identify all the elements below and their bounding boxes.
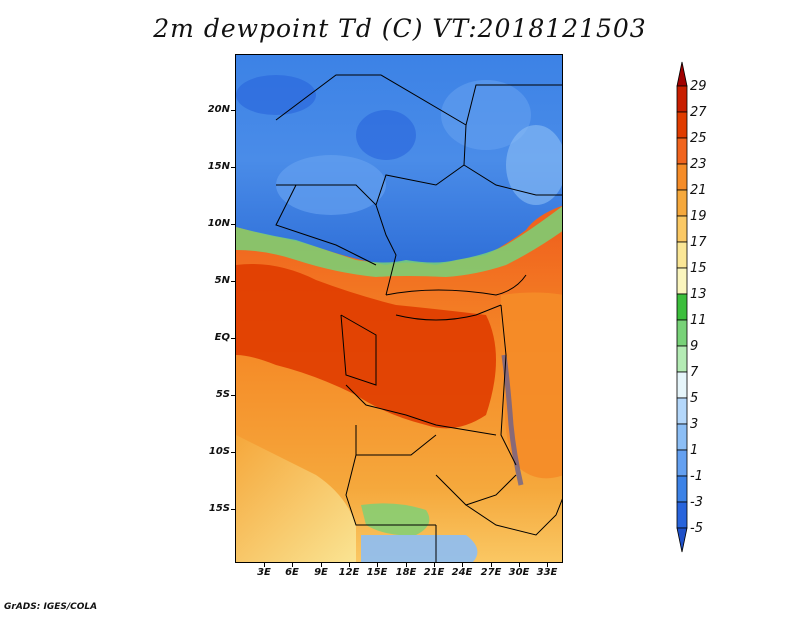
colorbar-box xyxy=(676,475,688,503)
colorbar-box xyxy=(676,163,688,191)
lon-label-12e: 12E xyxy=(338,567,360,578)
colorbar-arrow-bottom xyxy=(676,527,688,553)
colorbar-label-neg5: -5 xyxy=(690,521,703,536)
colorbar-label-15: 15 xyxy=(690,261,707,276)
lat-label-15s: 15S xyxy=(208,503,230,514)
lat-label-5s: 5S xyxy=(215,389,230,400)
lon-label-6e: 6E xyxy=(285,567,299,578)
colorbar-label-25: 25 xyxy=(690,131,707,146)
colorbar-box xyxy=(676,345,688,373)
colorbar-arrow-top xyxy=(676,61,688,87)
colorbar-box xyxy=(676,501,688,529)
lon-label-3e: 3E xyxy=(257,567,271,578)
chart-title: 2m dewpoint Td (C) VT:2018121503 xyxy=(153,14,647,43)
colorbar-box xyxy=(676,189,688,217)
colorbar-box xyxy=(676,241,688,269)
colorbar-label-neg1: -1 xyxy=(690,469,703,484)
tick-x xyxy=(406,563,407,567)
colorbar-box xyxy=(676,397,688,425)
lat-label-10n: 10N xyxy=(207,218,230,229)
lon-label-24e: 24E xyxy=(451,567,473,578)
tick-x xyxy=(491,563,492,567)
colorbar-label-27: 27 xyxy=(690,105,707,120)
colorbar-box xyxy=(676,319,688,347)
colorbar-label-29: 29 xyxy=(690,79,707,94)
lat-label-eq: EQ xyxy=(214,332,230,343)
colorbar-box xyxy=(676,137,688,165)
tick-y xyxy=(231,452,235,453)
dewpoint-map xyxy=(235,54,563,563)
colorbar-box xyxy=(676,267,688,295)
colorbar xyxy=(676,61,688,553)
lat-label-10s: 10S xyxy=(208,446,230,457)
hot-core xyxy=(236,264,496,429)
tick-y xyxy=(231,338,235,339)
colorbar-label-23: 23 xyxy=(690,157,707,172)
tick-x xyxy=(519,563,520,567)
lat-label-20n: 20N xyxy=(207,104,230,115)
footer-credit: GrADS: IGES/COLA xyxy=(4,602,98,612)
tick-y xyxy=(231,167,235,168)
colorbar-label-5: 5 xyxy=(690,391,699,406)
dewpoint-field xyxy=(236,55,562,562)
colorbar-box xyxy=(676,215,688,243)
tick-y xyxy=(231,224,235,225)
tick-y xyxy=(231,395,235,396)
lon-label-33e: 33E xyxy=(536,567,558,578)
colorbar-box xyxy=(676,111,688,139)
lat-label-5n: 5N xyxy=(214,275,230,286)
lat-label-15n: 15N xyxy=(207,161,230,172)
tick-x xyxy=(264,563,265,567)
colorbar-label-11: 11 xyxy=(690,313,707,328)
tick-x xyxy=(547,563,548,567)
tick-y xyxy=(231,110,235,111)
tick-x xyxy=(292,563,293,567)
colorbar-box xyxy=(676,371,688,399)
colorbar-label-13: 13 xyxy=(690,287,707,302)
transition-band xyxy=(236,206,562,277)
colorbar-label-21: 21 xyxy=(690,183,707,198)
lon-label-21e: 21E xyxy=(423,567,445,578)
lon-label-9e: 9E xyxy=(314,567,328,578)
tick-x xyxy=(462,563,463,567)
tick-x xyxy=(349,563,350,567)
colorbar-label-7: 7 xyxy=(690,365,699,380)
colorbar-label-9: 9 xyxy=(690,339,699,354)
colorbar-label-17: 17 xyxy=(690,235,707,250)
tick-x xyxy=(321,563,322,567)
lon-label-30e: 30E xyxy=(508,567,530,578)
tick-y xyxy=(231,281,235,282)
colorbar-label-19: 19 xyxy=(690,209,707,224)
colorbar-label-1: 1 xyxy=(690,443,699,458)
colorbar-box xyxy=(676,449,688,477)
colorbar-label-3: 3 xyxy=(690,417,699,432)
colorbar-box xyxy=(676,293,688,321)
lon-label-18e: 18E xyxy=(395,567,417,578)
tick-y xyxy=(231,509,235,510)
tick-x xyxy=(377,563,378,567)
colorbar-box xyxy=(676,423,688,451)
lon-label-27e: 27E xyxy=(480,567,502,578)
colorbar-box xyxy=(676,85,688,113)
tick-x xyxy=(434,563,435,567)
lon-label-15e: 15E xyxy=(366,567,388,578)
colorbar-label-neg3: -3 xyxy=(690,495,703,510)
country-borders xyxy=(275,74,562,562)
